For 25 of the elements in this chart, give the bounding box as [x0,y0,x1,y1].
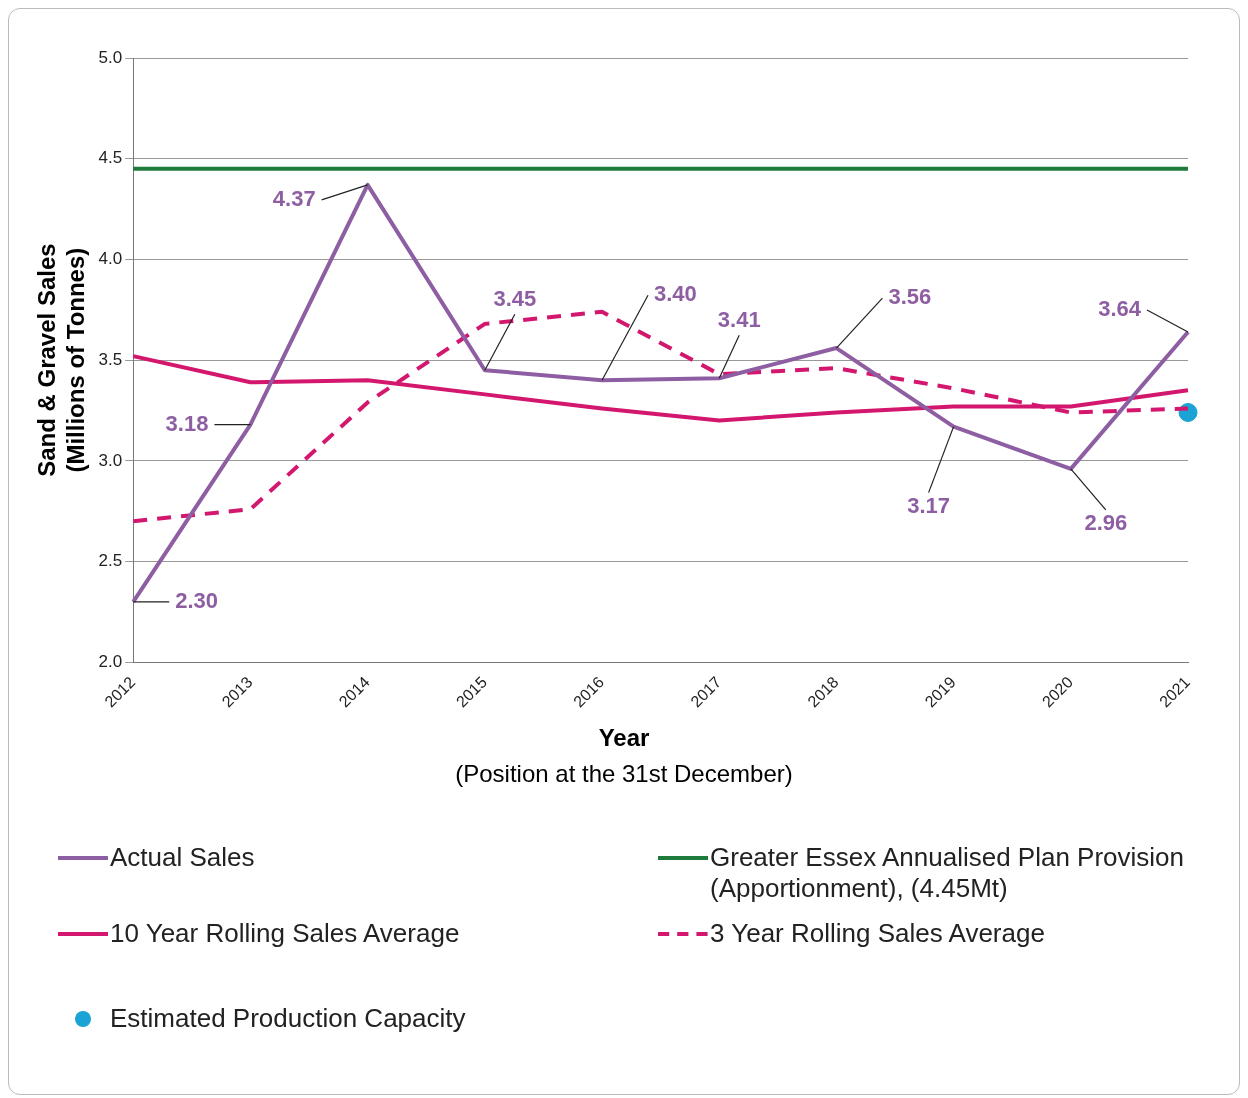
x-axis-title: Year [597,724,651,752]
legend-label: Estimated Production Capacity [110,1003,466,1034]
legend-label: Greater Essex Annualised Plan Provision (Apportionment), (4.45Mt) [710,842,1186,904]
y-tick-label: 5.0 [98,47,123,67]
y-tick-label: 4.0 [98,249,123,269]
y-tick-label: 3.0 [98,450,123,470]
y-axis-title: Sand & Gravel Sales (Millions of Tonnes) [33,243,89,477]
data-label: 3.40 [654,281,697,307]
data-label: 3.41 [717,307,761,333]
data-label: 3.17 [907,492,951,518]
data-label: 2.30 [175,587,219,613]
data-label: 3.64 [1098,295,1142,321]
data-label: 4.37 [272,185,316,211]
legend-label: 3 Year Rolling Sales Average [710,918,1045,949]
text: (Position at the 31st December) [454,760,794,788]
y-tick-label: 2.5 [98,551,123,571]
data-label: 3.45 [493,286,537,312]
legend-label: Actual Sales [110,842,255,873]
y-tick-label: 2.0 [98,651,123,671]
data-label: 2.96 [1084,509,1128,535]
data-label: 3.18 [165,410,209,436]
data-label: 3.56 [888,284,932,310]
legend-label: 10 Year Rolling Sales Average [110,918,460,949]
y-tick-label: 4.5 [98,148,123,168]
y-tick-label: 3.5 [98,349,123,369]
